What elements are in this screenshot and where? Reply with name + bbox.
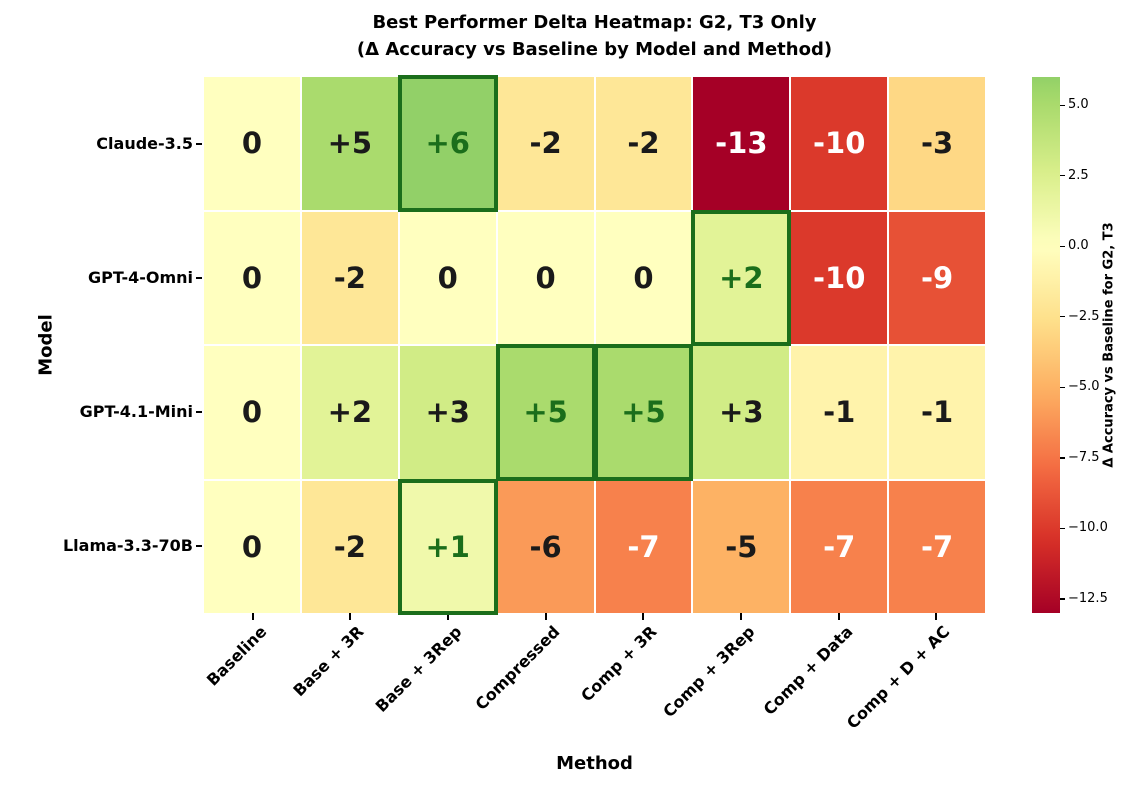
colorbar-tick-mark bbox=[1060, 245, 1065, 247]
x-tick-mark bbox=[837, 613, 840, 620]
colorbar-label: Δ Accuracy vs Baseline for G2, T3 bbox=[1101, 222, 1117, 468]
heatmap-cell: -1 bbox=[889, 346, 985, 479]
colorbar-tick-mark bbox=[1060, 386, 1065, 388]
x-axis-label: Method bbox=[556, 753, 633, 774]
heatmap-cell: -3 bbox=[889, 77, 985, 210]
x-tick-mark bbox=[349, 613, 352, 620]
colorbar-tick-label: 0.0 bbox=[1068, 238, 1089, 254]
x-tick-mark bbox=[642, 613, 645, 620]
colorbar-tick-mark bbox=[1060, 457, 1065, 459]
heatmap-cell: -5 bbox=[693, 480, 790, 613]
heatmap-cell: -10 bbox=[791, 77, 888, 210]
heatmap-cell: 0 bbox=[204, 77, 300, 210]
heatmap-cell: +1 bbox=[397, 478, 498, 615]
y-tick-mark bbox=[196, 545, 202, 547]
y-tick-mark bbox=[196, 411, 202, 413]
heatmap-cell: +5 bbox=[593, 344, 694, 481]
colorbar-tick-mark bbox=[1060, 527, 1065, 530]
heatmap-cell: -13 bbox=[693, 77, 790, 210]
colorbar-tick-mark bbox=[1060, 104, 1065, 106]
y-tick-label: Claude-3.5 bbox=[96, 134, 193, 153]
heatmap-cell: -2 bbox=[497, 77, 594, 210]
heatmap-cell: -7 bbox=[889, 480, 985, 613]
colorbar-tick-mark bbox=[1060, 316, 1065, 318]
heatmap-cell: -1 bbox=[791, 346, 888, 479]
heatmap-cell: +3 bbox=[693, 346, 790, 479]
heatmap-cell: 0 bbox=[204, 346, 300, 479]
heatmap-cell: 0 bbox=[204, 480, 300, 613]
y-tick-label: GPT-4-Omni bbox=[88, 268, 193, 287]
heatmap-cell: 0 bbox=[497, 211, 594, 344]
heatmap-cell: -6 bbox=[497, 480, 594, 613]
heatmap-cell: +3 bbox=[399, 346, 496, 479]
chart-title-line1: Best Performer Delta Heatmap: G2, T3 Onl… bbox=[372, 12, 817, 33]
heatmap-cell: -9 bbox=[889, 211, 985, 344]
heatmap-cell: -2 bbox=[301, 211, 398, 344]
heatmap-cell: 0 bbox=[595, 211, 692, 344]
x-tick-mark bbox=[544, 613, 547, 620]
x-tick-mark bbox=[251, 613, 254, 620]
heatmap-grid: 0 +5 +6 -2 -2 -13 -10 -3 0 -2 0 0 0 +2 -10 -9 0 +2 +3 +5 +5 +… bbox=[204, 75, 985, 615]
heatmap-cell: +6 bbox=[397, 75, 498, 212]
chart-title: Best Performer Delta Heatmap: G2, T3 Onl… bbox=[204, 9, 985, 63]
chart-title-line2: (Δ Accuracy vs Baseline by Model and Met… bbox=[356, 39, 833, 60]
y-tick-mark bbox=[196, 277, 202, 279]
colorbar-tick-label: −2.5 bbox=[1068, 308, 1100, 324]
heatmap-cell: +2 bbox=[691, 209, 792, 346]
colorbar-tick-label: −5.0 bbox=[1068, 379, 1100, 395]
heatmap-cell: -10 bbox=[791, 211, 888, 344]
colorbar-tick-mark bbox=[1060, 175, 1065, 177]
y-axis-label: Model bbox=[35, 314, 57, 376]
heatmap-cell: -7 bbox=[791, 480, 888, 613]
y-tick-mark bbox=[196, 143, 202, 145]
heatmap-cell: -2 bbox=[595, 77, 692, 210]
y-tick-label: GPT-4.1-Mini bbox=[79, 402, 193, 421]
x-tick-mark bbox=[739, 613, 742, 620]
colorbar-tick-label: 2.5 bbox=[1068, 167, 1089, 183]
heatmap-cell: +2 bbox=[301, 346, 398, 479]
colorbar-tick-label: −7.5 bbox=[1068, 449, 1100, 465]
colorbar bbox=[1032, 77, 1060, 613]
heatmap-cell: +5 bbox=[301, 77, 398, 210]
x-tick-mark bbox=[935, 613, 938, 620]
colorbar-tick-label: −12.5 bbox=[1068, 590, 1108, 606]
heatmap-cell: -2 bbox=[301, 480, 398, 613]
y-tick-label: Llama-3.3-70B bbox=[62, 536, 193, 555]
colorbar-tick-mark bbox=[1060, 598, 1065, 600]
heatmap-cell: 0 bbox=[204, 211, 300, 344]
x-tick-mark bbox=[447, 613, 450, 620]
heatmap-cell: +5 bbox=[495, 344, 596, 481]
colorbar-tick-label: −10.0 bbox=[1068, 520, 1108, 536]
colorbar-tick-label: 5.0 bbox=[1068, 97, 1089, 113]
heatmap-cell: 0 bbox=[399, 211, 496, 344]
heatmap-cell: -7 bbox=[595, 480, 692, 613]
